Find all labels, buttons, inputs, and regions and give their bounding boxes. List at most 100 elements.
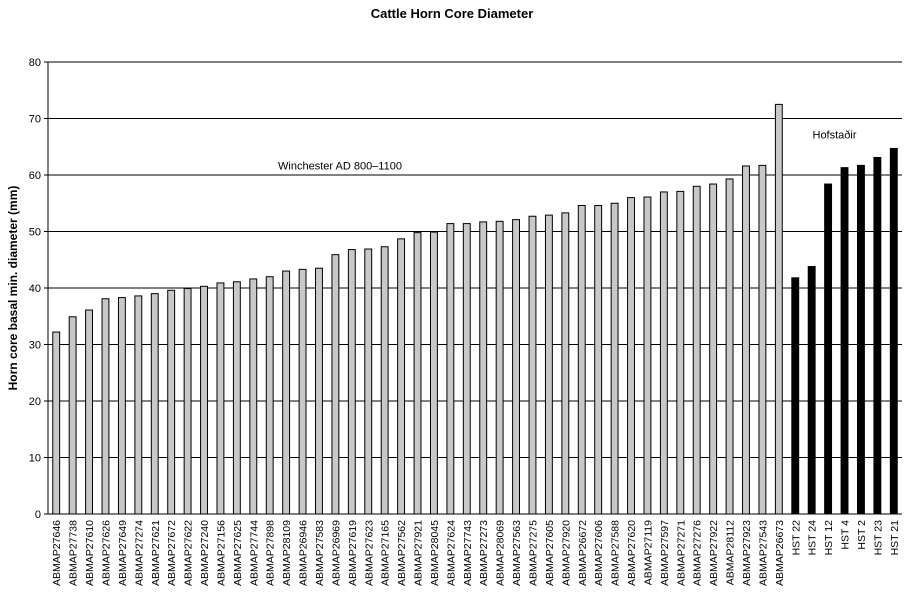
x-tick-label: HST 23 [872,520,884,556]
y-tick-label: 0 [35,509,41,521]
bar [265,276,274,515]
y-tick-label: 10 [29,453,41,465]
x-tick-label: ABMAP27922 [708,520,720,586]
y-tick-label: 30 [29,340,41,352]
x-tick-label: HST 22 [790,520,802,556]
x-tick-label: ABMAP27606 [593,520,605,586]
x-tick-label: ABMAP26969 [330,520,342,586]
x-tick-label: ABMAP28112 [725,520,737,585]
x-tick-label: ABMAP26673 [774,520,786,586]
bar [117,297,126,515]
x-tick-label: HST 4 [840,520,852,550]
x-tick-label: ABMAP27165 [380,520,392,586]
y-axis-label: Horn core basal min. diameter (mm) [6,186,20,391]
bar [610,202,619,515]
x-tick-label: ABMAP27273 [478,520,490,586]
bars [52,103,898,515]
x-tick-label: ABMAP27646 [51,520,63,586]
bar [380,246,389,515]
bar [659,191,668,515]
x-tick-label: HST 21 [889,520,901,556]
bar [824,183,833,515]
bar [594,205,603,515]
bar [85,309,94,515]
bar [315,267,323,515]
x-tick-label: ABMAP27588 [610,520,622,586]
annotations: Winchester AD 800–1100 Hofstaðir [278,129,857,172]
x-tick-label: ABMAP28109 [281,520,293,586]
bar [512,219,521,515]
x-tick-label: ABMAP27271 [675,520,687,586]
y-tick-label: 70 [29,114,41,126]
bar [791,277,800,515]
x-tick-label: ABMAP27583 [314,520,326,586]
bar [742,165,750,515]
bar [183,288,192,515]
bar [692,185,701,515]
x-tick-label: ABMAP27672 [166,520,178,586]
bar [397,238,406,515]
bar [68,316,77,515]
x-tick-label: ABMAP27562 [396,520,408,586]
x-tick-label: ABMAP27156 [215,520,227,586]
bar [495,220,504,515]
x-tick-label: ABMAP27624 [445,520,457,586]
x-tick-label: ABMAP27649 [117,520,129,586]
y-tick-label: 40 [29,283,41,295]
bar [479,221,488,515]
bar [216,282,225,515]
chart-title: Cattle Horn Core Diameter [370,6,534,21]
bar [364,248,373,515]
bar [528,215,537,515]
x-tick-label: ABMAP27743 [462,520,474,586]
bar [134,295,143,515]
x-tick-label: ABMAP27622 [183,520,195,586]
x-tick-label: ABMAP27563 [511,520,523,586]
x-tick-label: ABMAP27625 [232,520,244,586]
x-tick-label: ABMAP27923 [741,520,753,586]
bar [627,197,635,515]
bar [52,331,61,515]
bar [249,278,258,515]
x-tick-label: ABMAP27898 [265,520,277,586]
x-tick-label: ABMAP27920 [560,520,572,586]
bar [101,298,110,515]
bar [643,196,652,515]
bar [298,268,307,515]
y-tick-label: 50 [29,227,41,239]
bar [758,164,767,515]
y-tick-label: 20 [29,396,41,408]
bar [232,281,241,515]
x-tick-label: ABMAP27744 [248,520,260,586]
x-tick-label: ABMAP27597 [659,520,671,586]
x-tick-label: ABMAP27623 [363,520,375,586]
x-tick-label: ABMAP27275 [527,520,539,586]
x-tick-label: ABMAP27240 [199,520,211,586]
annotation-hofstadir: Hofstaðir [813,129,857,141]
x-tick-label: HST 12 [823,520,835,556]
y-tick-label: 80 [29,57,41,69]
bar [167,289,176,515]
x-tick-label: ABMAP27610 [84,520,96,586]
x-tick-label: ABMAP27605 [544,520,556,586]
y-tick-labels: 0 10 20 30 40 50 60 70 80 [29,57,41,521]
bar [709,183,718,515]
bar [856,164,865,515]
x-tick-label: ABMAP28045 [429,520,441,586]
bar [774,103,783,515]
x-tick-label: ABMAP26672 [577,520,589,586]
x-tick-label: ABMAP27276 [692,520,704,586]
bar [331,254,340,515]
bar [150,293,159,515]
x-tick-label: ABMAP27921 [413,520,425,586]
bar [577,205,586,515]
bar [889,147,898,515]
x-tick-label: ABMAP27543 [757,520,769,586]
y-tick-label: 60 [29,170,41,182]
x-tick-labels: ABMAP27646 ABMAP27738 ABMAP27610 ABMAP27626… [51,520,901,586]
x-tick-label: HST 2 [856,520,868,550]
x-tick-label: ABMAP27619 [347,520,359,586]
bar [446,223,455,515]
bar [873,156,882,515]
x-tick-label: ABMAP27119 [642,520,654,585]
